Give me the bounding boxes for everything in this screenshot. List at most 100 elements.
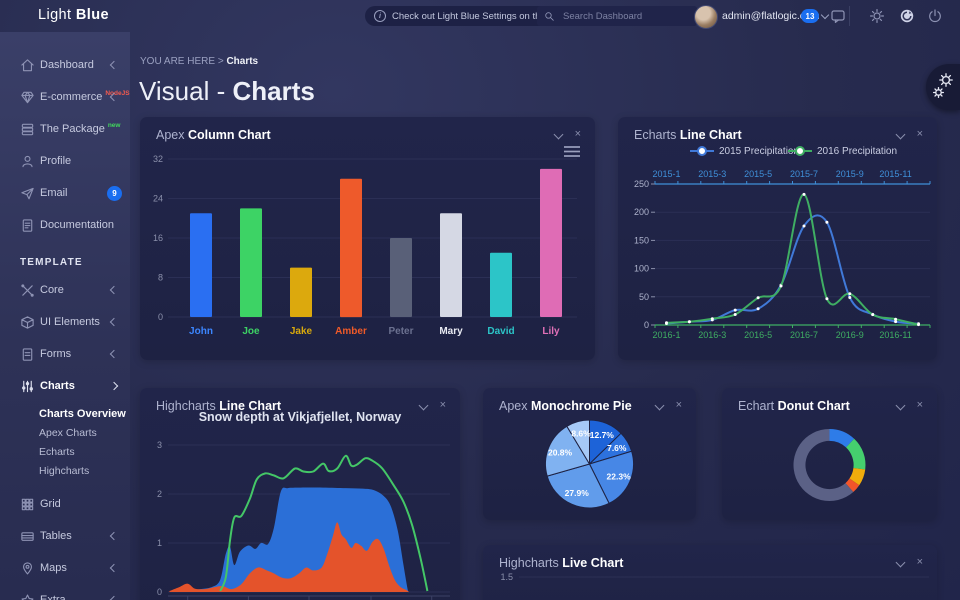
logout-power-icon[interactable] [927,8,943,24]
sidebar-item-ui-elements[interactable]: UI Elements [0,306,130,338]
sidebar-item-label: Tables [40,530,72,542]
sidebar-item-documentation[interactable]: Documentation [0,209,130,241]
svg-text:2016-11: 2016-11 [879,330,911,340]
svg-text:0: 0 [158,312,163,322]
sidebar-item-charts[interactable]: Charts [0,370,130,402]
sidebar-item-core[interactable]: Core [0,274,130,306]
card-title-prefix: Apex [499,399,531,413]
svg-text:150: 150 [634,235,649,245]
sidebar-item-grid[interactable]: Grid [0,488,130,520]
svg-text:24: 24 [153,194,163,204]
user-email[interactable]: admin@flatlogic.com [722,10,820,22]
star-icon [20,593,36,600]
sidebar-item-label: Maps [40,562,67,574]
chevron-left-icon [109,60,119,70]
svg-text:12.7%: 12.7% [590,430,615,440]
collapse-chevron-icon[interactable] [895,557,906,567]
theme-settings-button[interactable] [926,64,960,110]
close-icon[interactable]: × [574,128,581,140]
svg-text:Peter: Peter [388,326,413,337]
svg-text:Joe: Joe [242,326,260,337]
card-header: Apex Column Chart × [140,117,595,142]
gears-icon [932,73,953,99]
nodejs-tag: NodeJS [105,89,130,97]
sidebar-item-maps[interactable]: Maps [0,552,130,584]
card-highcharts-line-chart: Highcharts Line Chart × Snow depth at Vi… [140,388,460,600]
close-icon[interactable]: × [916,556,923,568]
svg-text:250: 250 [634,179,649,189]
collapse-chevron-icon[interactable] [553,129,564,139]
svg-text:2016-3: 2016-3 [698,330,726,340]
home-icon [20,58,36,73]
chevron-left-icon [109,531,119,541]
logo-light: Light [38,7,72,23]
collapse-chevron-icon[interactable] [418,400,429,410]
sidebar-item-label: Profile [40,155,72,167]
svg-text:2015-11: 2015-11 [879,169,911,179]
submenu-item-apex-charts[interactable]: Apex Charts [39,426,97,439]
submenu-item-charts-overview[interactable]: Charts Overview [39,407,126,420]
svg-text:7.6%: 7.6% [607,443,627,453]
card-title: Monochrome Pie [530,399,632,413]
svg-text:0: 0 [157,587,162,597]
grid-icon [20,497,36,512]
svg-text:Lily: Lily [542,326,560,337]
echarts-line-chart-canvas: 0 50 100 150 200 250 2015-1 2015-3 2015-5 2015-7 2… [618,141,937,360]
sidebar-item-label: E-commerce [40,91,103,103]
svg-text:2015 Precipitation: 2015 Precipitation [719,146,799,157]
svg-text:3: 3 [157,440,162,450]
user-avatar[interactable] [694,5,718,29]
search-box [537,6,697,26]
svg-text:2016-7: 2016-7 [790,330,818,340]
sidebar-item-ecommerce[interactable]: E-commerce NodeJS [0,81,130,113]
sidebar-item-forms[interactable]: Forms [0,338,130,370]
svg-text:27.9%: 27.9% [565,488,590,498]
document-icon [20,218,36,233]
collapse-chevron-icon[interactable] [895,129,906,139]
svg-text:Amber: Amber [335,326,367,337]
sidebar-item-the-package[interactable]: The Package new [0,113,130,145]
close-icon[interactable]: × [916,399,923,411]
user-menu-chevron-icon[interactable] [820,10,830,20]
svg-text:2015-7: 2015-7 [790,169,818,179]
gem-icon [20,90,36,105]
sidebar-item-tables[interactable]: Tables [0,520,130,552]
submenu-item-highcharts[interactable]: Highcharts [39,464,90,477]
sidebar-item-profile[interactable]: Profile [0,145,130,177]
app-logo[interactable]: Light Blue [38,7,109,23]
refresh-icon[interactable] [899,8,915,24]
sidebar-item-label: Core [40,284,64,296]
svg-text:2016 Precipitation: 2016 Precipitation [817,146,897,157]
messages-icon[interactable] [830,8,846,24]
card-header: Echart Donut Chart × [722,388,937,413]
card-title: Line Chart [679,128,742,142]
sidebar-item-label: Forms [40,348,72,360]
close-icon[interactable]: × [675,399,682,411]
chevron-left-icon [109,349,119,359]
top-navbar: Light Blue i Check out Light Blue Settin… [0,0,960,32]
echart-donut-chart-canvas [722,388,937,520]
card-title: Live Chart [562,556,624,570]
cube-icon [20,315,36,330]
sidebar-item-email[interactable]: Email 9 [0,177,130,209]
svg-text:2015-1: 2015-1 [652,169,680,179]
settings-gear-icon[interactable] [869,8,885,24]
card-title-prefix: Highcharts [156,399,220,413]
submenu-item-echarts[interactable]: Echarts [39,445,75,458]
map-pin-icon [20,561,36,576]
search-input[interactable] [561,9,675,23]
notification-count-badge: 13 [801,9,819,23]
sliders-icon [20,379,36,394]
breadcrumb: YOU ARE HERE > Charts [140,56,258,67]
sidebar-item-extra[interactable]: Extra [0,584,130,600]
svg-text:2016-5: 2016-5 [744,330,772,340]
svg-text:1: 1 [157,538,162,548]
svg-text:2015-9: 2015-9 [836,169,864,179]
card-title: Line Chart [219,399,282,413]
sidebar-item-dashboard[interactable]: Dashboard [0,49,130,81]
info-icon: i [374,10,386,22]
close-icon[interactable]: × [916,128,923,140]
page-title-bold: Charts [232,76,315,106]
chevron-left-icon [109,285,119,295]
close-icon[interactable]: × [439,399,446,411]
